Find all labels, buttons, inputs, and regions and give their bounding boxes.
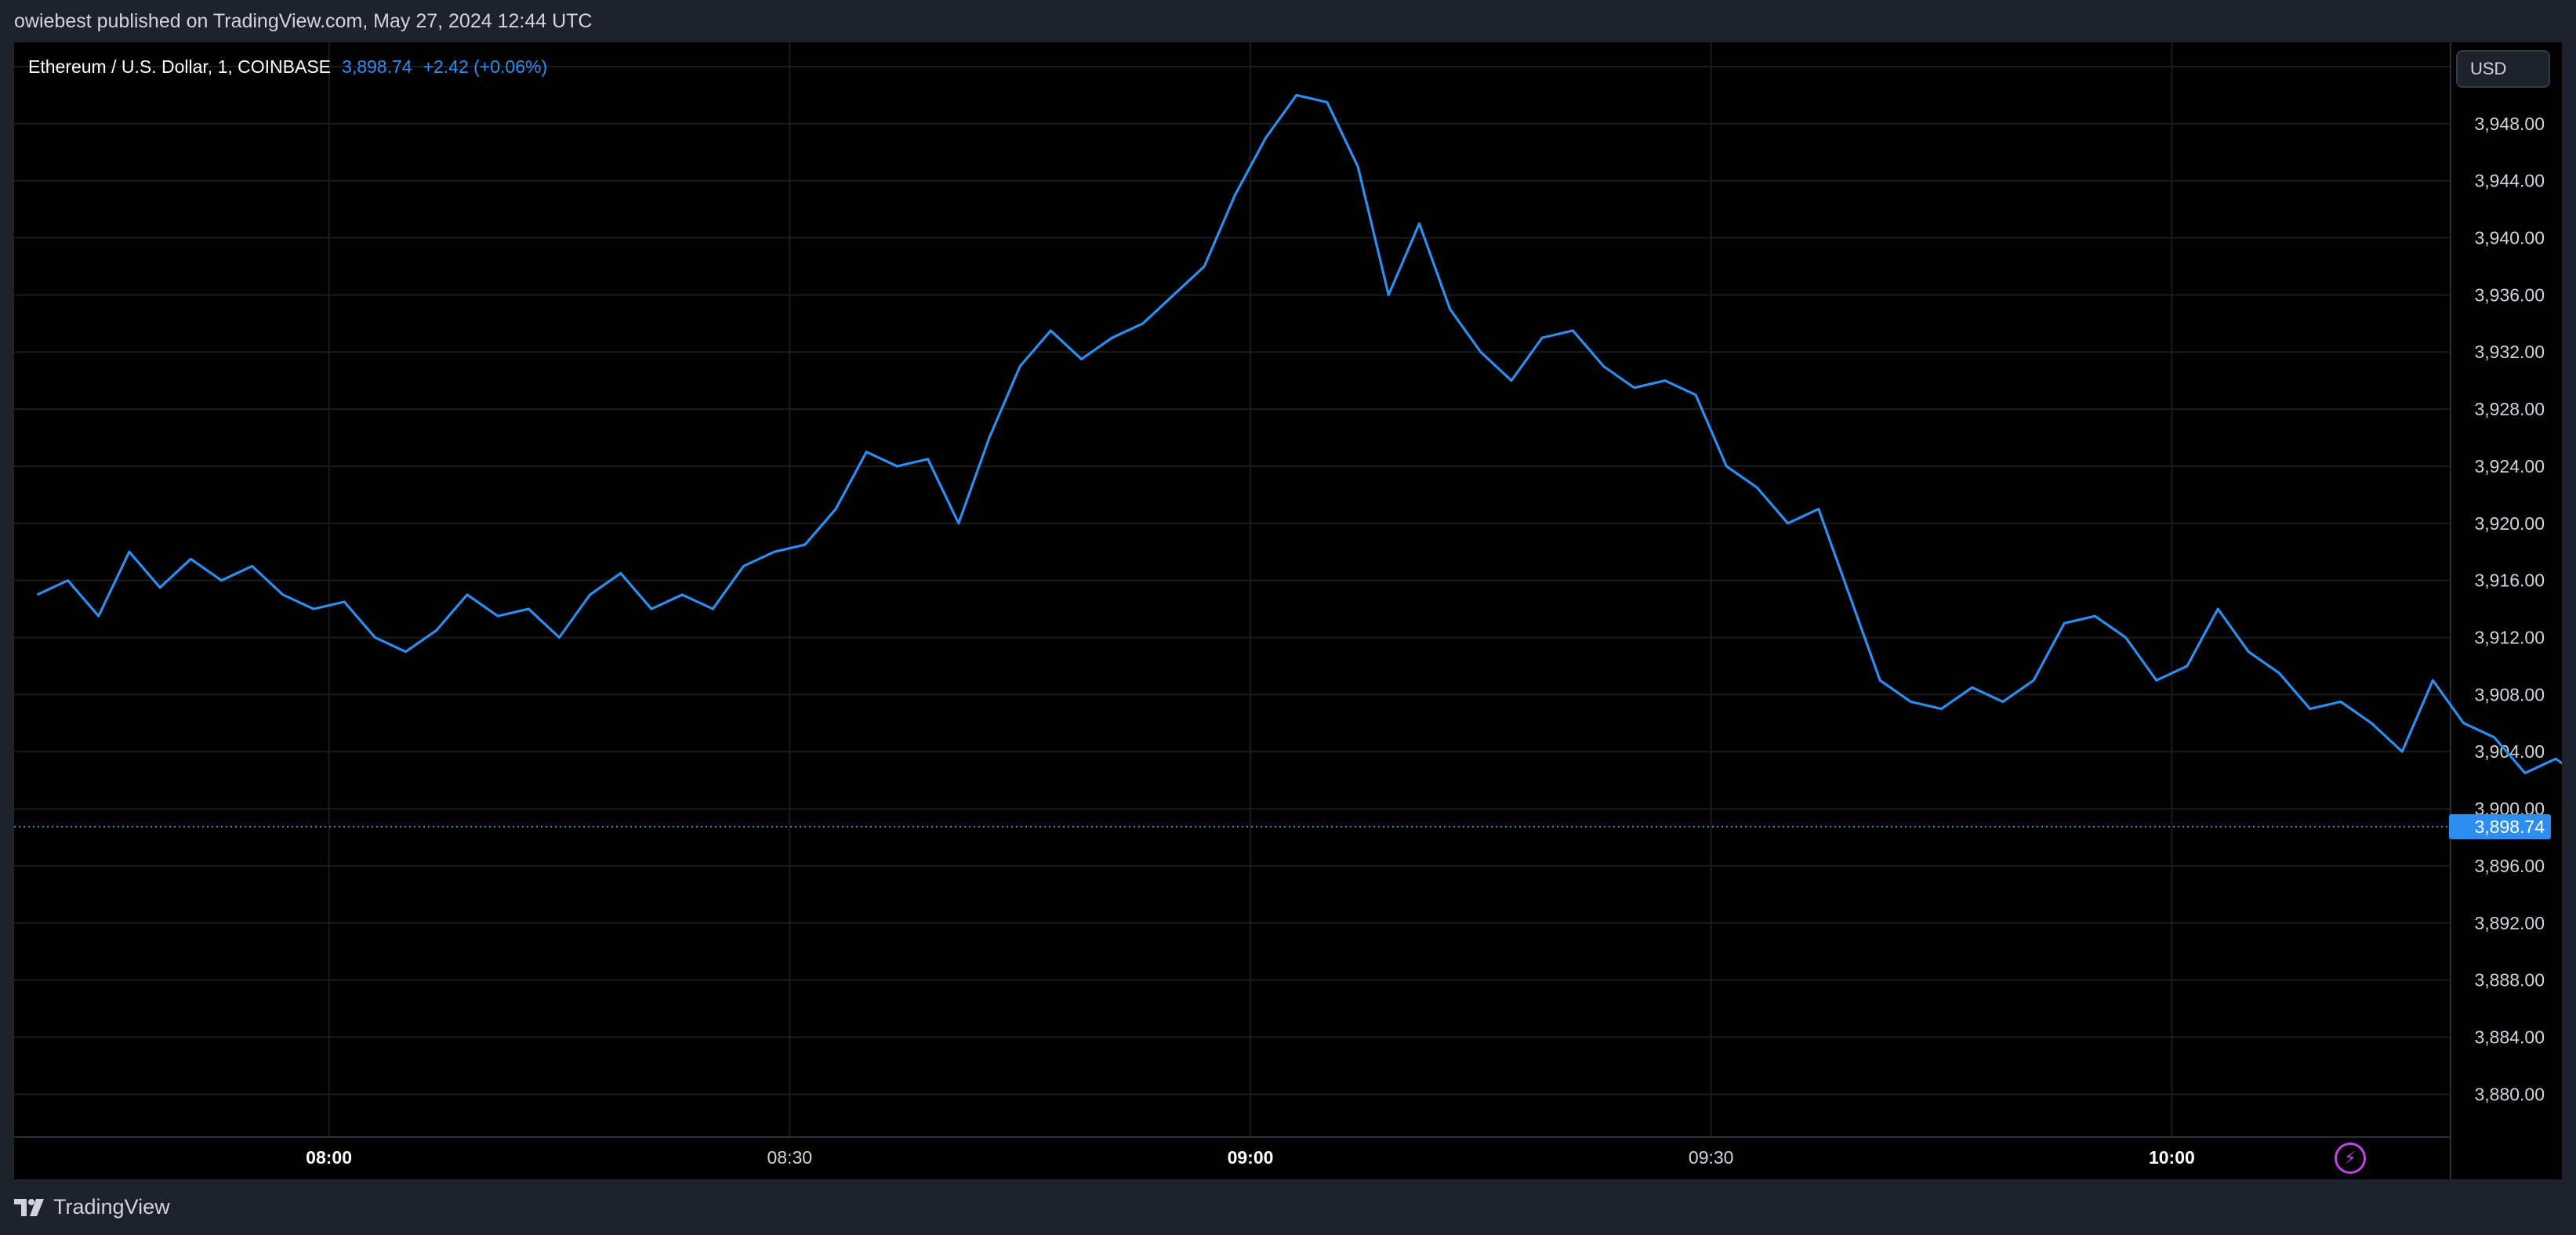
y-tick-label: 3,940.00 xyxy=(2474,228,2545,248)
y-tick-label: 3,944.00 xyxy=(2474,171,2545,191)
y-tick-label: 3,880.00 xyxy=(2474,1084,2545,1104)
published-text: owiebest published on TradingView.com, M… xyxy=(14,9,593,32)
y-tick-label: 3,884.00 xyxy=(2474,1027,2545,1048)
x-tick-label: 08:00 xyxy=(306,1147,352,1168)
tradingview-logo-icon[interactable] xyxy=(14,1197,47,1218)
tradingview-logo-text[interactable]: TradingView xyxy=(53,1195,170,1219)
y-tick-label: 3,916.00 xyxy=(2474,570,2545,591)
legend: Ethereum / U.S. Dollar, 1, COINBASE 3,89… xyxy=(28,56,547,78)
legend-price: 3,898.74 xyxy=(342,56,412,77)
lightning-bolt-icon[interactable]: ⚡ xyxy=(2335,1143,2366,1174)
x-tick-label: 09:00 xyxy=(1228,1147,1274,1168)
legend-symbol[interactable]: Ethereum / U.S. Dollar, 1, COINBASE xyxy=(28,56,332,77)
y-tick-label: 3,920.00 xyxy=(2474,513,2545,534)
bottom-bar: TradingView xyxy=(0,1179,2576,1235)
price-chart[interactable]: 3,952.003,948.003,944.003,940.003,936.00… xyxy=(14,42,2562,1179)
x-tick-label: 10:00 xyxy=(2149,1147,2195,1168)
top-bar: owiebest published on TradingView.com, M… xyxy=(0,0,2576,42)
y-tick-label: 3,928.00 xyxy=(2474,399,2545,419)
chart-background xyxy=(14,42,2562,1179)
y-tick-label: 3,892.00 xyxy=(2474,913,2545,933)
y-tick-label: 3,936.00 xyxy=(2474,284,2545,305)
y-tick-label: 3,888.00 xyxy=(2474,970,2545,991)
last-price-label-bg xyxy=(2449,814,2551,840)
y-tick-label: 3,948.00 xyxy=(2474,114,2545,134)
price-line xyxy=(36,93,2562,775)
chart-frame[interactable]: 3,952.003,948.003,944.003,940.003,936.00… xyxy=(14,42,2562,1179)
x-tick-label: 08:30 xyxy=(767,1147,813,1168)
legend-change: +2.42 (+0.06%) xyxy=(423,56,548,77)
y-tick-label: 3,932.00 xyxy=(2474,342,2545,362)
currency-button[interactable]: USD xyxy=(2456,50,2550,88)
y-tick-label: 3,912.00 xyxy=(2474,628,2545,648)
y-tick-label: 3,908.00 xyxy=(2474,684,2545,704)
y-tick-label: 3,924.00 xyxy=(2474,456,2545,476)
last-price-label: 3,898.74 xyxy=(2474,817,2545,837)
y-tick-label: 3,896.00 xyxy=(2474,856,2545,876)
x-tick-label: 09:30 xyxy=(1689,1147,1734,1168)
y-tick-label: 3,904.00 xyxy=(2474,741,2545,762)
